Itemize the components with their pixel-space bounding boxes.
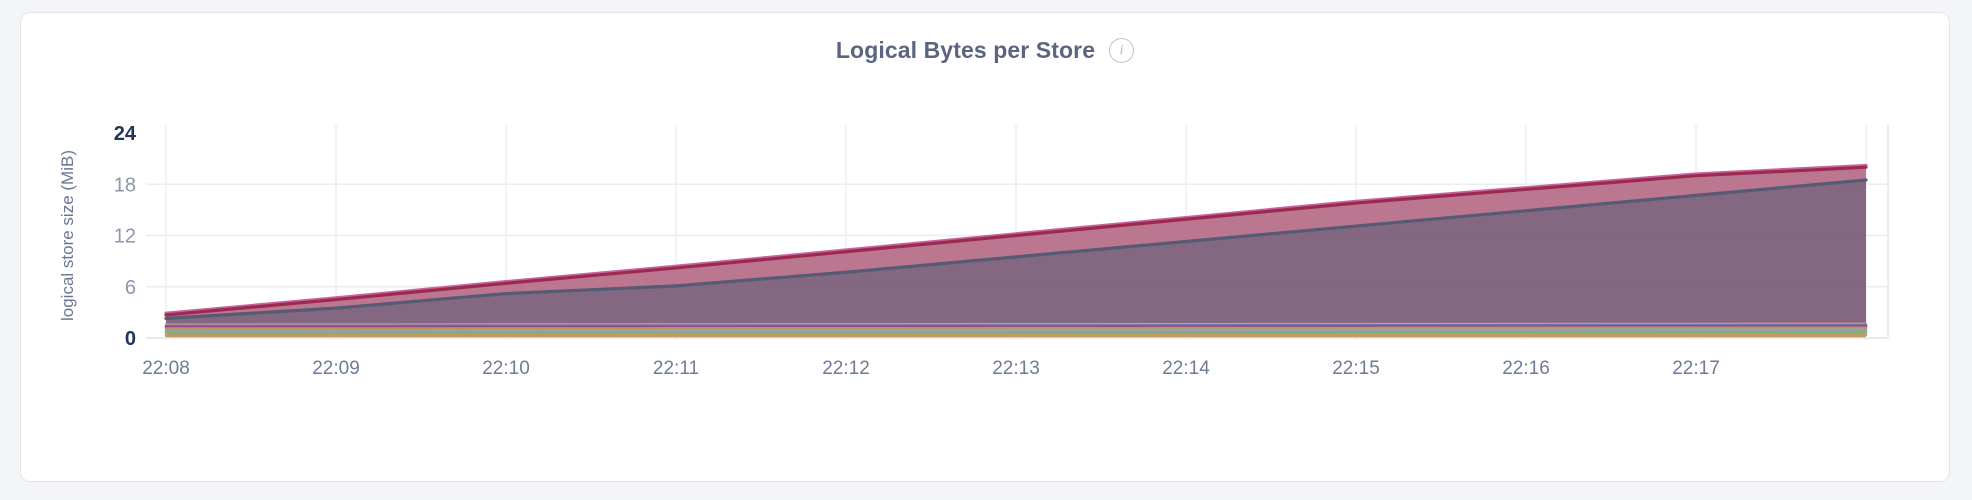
series-line[interactable] bbox=[164, 163, 1868, 315]
series-line[interactable] bbox=[164, 328, 1868, 332]
y-axis-tick-label: 12 bbox=[114, 226, 136, 248]
y-axis-tick-label: 18 bbox=[114, 174, 136, 196]
x-axis-tick-label: 22:11 bbox=[653, 358, 699, 379]
info-circle-icon[interactable]: i bbox=[1109, 38, 1135, 63]
page-title: Logical Bytes per Store bbox=[835, 37, 1096, 63]
x-axis-tick-label: 22:08 bbox=[142, 358, 190, 379]
x-axis-tick-label: 22:10 bbox=[482, 358, 530, 379]
area-chart[interactable]: 0 6 12 18 24 22:08 22:09 22:10 22:11 22:12 22:13 22… bbox=[21, 13, 1951, 483]
chart-plot-area: 0 6 12 18 24 22:08 22:09 22:10 22:11 22:12 22:13 22… bbox=[21, 13, 1951, 483]
y-axis-tick-label: 6 bbox=[125, 277, 136, 299]
series-line[interactable] bbox=[164, 178, 1868, 320]
x-axis-tick-label: 22:16 bbox=[1502, 358, 1550, 379]
series-line[interactable] bbox=[164, 326, 1868, 330]
x-axis-tick-label: 22:15 bbox=[1332, 358, 1380, 379]
y-axis-tick-label: 0 bbox=[125, 328, 136, 350]
series-line[interactable] bbox=[164, 330, 1868, 335]
chart-card-header: Logical Bytes per Store i bbox=[21, 37, 1949, 64]
x-axis-tick-label: 22:09 bbox=[312, 358, 360, 379]
y-axis-tick-label: 24 bbox=[114, 123, 137, 145]
x-axis-tick-label: 22:17 bbox=[1672, 358, 1720, 379]
series-line[interactable] bbox=[164, 324, 1868, 329]
x-axis-tick-label: 22:14 bbox=[1162, 358, 1210, 379]
series-line[interactable] bbox=[164, 165, 1868, 317]
x-axis-tick-label: 22:13 bbox=[992, 358, 1040, 379]
series-line[interactable] bbox=[164, 333, 1868, 337]
x-axis-tick-label: 22:12 bbox=[822, 358, 870, 379]
y-axis-title: logical store size (MiB) bbox=[58, 150, 77, 321]
chart-card: Logical Bytes per Store i 0 6 12 18 24 22:08 2… bbox=[20, 12, 1950, 482]
